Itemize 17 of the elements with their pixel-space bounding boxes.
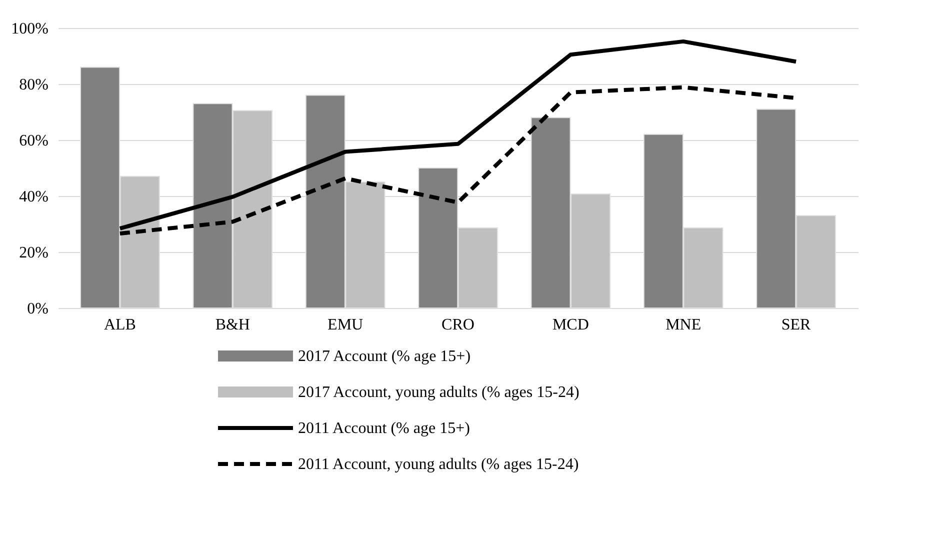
x-tick-label: EMU <box>328 316 364 334</box>
x-tick-label: MCD <box>552 316 589 334</box>
x-tick-label: MNE <box>666 316 702 334</box>
x-tick-label: SER <box>781 316 812 334</box>
x-tick-label: ALB <box>104 316 136 334</box>
legend-label: 2017 Account (% age 15+) <box>298 348 471 365</box>
y-tick-label: 20% <box>19 244 48 262</box>
y-tick-label: 60% <box>19 132 48 150</box>
x-tick-label: B&H <box>215 316 250 334</box>
y-tick-label: 100% <box>11 20 48 38</box>
legend-label: 2011 Account, young adults (% ages 15-24) <box>298 456 579 473</box>
y-tick-label: 80% <box>19 76 48 94</box>
y-tick-label: 0% <box>27 300 48 318</box>
legend-label: 2011 Account (% age 15+) <box>298 420 470 437</box>
y-tick-label: 40% <box>19 188 48 206</box>
x-tick-label: CRO <box>442 316 474 334</box>
legend-label: 2017 Account, young adults (% ages 15-24) <box>298 384 580 401</box>
